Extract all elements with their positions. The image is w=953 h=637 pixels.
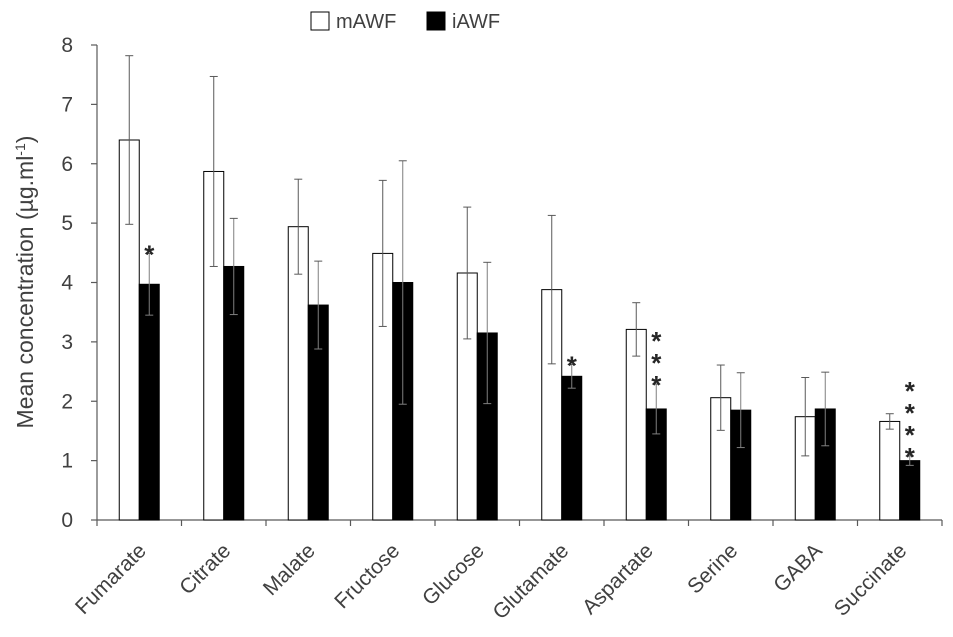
bar-iAWF	[138, 283, 160, 521]
y-tick-label: 3	[61, 331, 73, 354]
significance-star: *	[905, 376, 916, 406]
bars	[118, 139, 921, 521]
legend: mAWF iAWF	[310, 11, 500, 33]
legend-swatch-iAWF	[426, 11, 446, 31]
legend-label-iAWF: iAWF	[452, 11, 500, 33]
y-tick-label: 2	[61, 390, 73, 413]
x-tick-label: Malate	[259, 539, 320, 600]
error-bars	[125, 55, 914, 466]
x-tick-label: Serine	[683, 539, 742, 598]
significance-star: *	[651, 370, 662, 400]
significance-star: *	[905, 398, 916, 428]
y-tick-label: 4	[61, 272, 73, 295]
y-tick-label: 6	[61, 153, 73, 176]
y-tick-label: 8	[61, 34, 73, 57]
y-tick-label: 7	[61, 93, 73, 116]
significance-star: *	[905, 420, 916, 450]
x-tick-label: Aspartate	[578, 539, 658, 619]
legend-label-mAWF: mAWF	[336, 11, 396, 33]
x-tick-label: Succinate	[830, 539, 911, 620]
significance-star: *	[905, 442, 916, 472]
x-tick-label: Glutamate	[489, 539, 574, 624]
significance-star: *	[144, 239, 155, 269]
y-tick-label: 1	[61, 450, 73, 473]
bar-mAWF	[625, 328, 647, 521]
y-tick-label: 5	[61, 212, 73, 235]
x-tick-label: Citrate	[175, 539, 235, 599]
x-tick-label: Fructose	[330, 539, 404, 613]
x-tick-label: GABA	[769, 539, 827, 597]
y-tick-label: 0	[61, 509, 73, 532]
y-axis-label-suffix: )	[12, 136, 38, 144]
x-axis: Fumarate Citrate Malate Fructose Glucose Glut…	[71, 519, 943, 624]
significance-annotations: ***** ****	[144, 239, 916, 471]
x-tick-label: Glucose	[418, 539, 489, 610]
x-tick-label: Fumarate	[71, 539, 151, 619]
significance-star: *	[651, 326, 662, 356]
y-axis-label-superscript: -1	[12, 143, 28, 156]
y-axis-label-main: Mean concentration (µg.ml	[12, 156, 38, 429]
significance-star: *	[567, 350, 578, 380]
y-axis: 0 1 2 3 4 5 6 7 8	[61, 34, 98, 532]
legend-swatch-mAWF	[310, 11, 330, 31]
significance-star: *	[651, 348, 662, 378]
bar-iAWF	[561, 375, 583, 521]
bar-mAWF	[879, 420, 901, 521]
y-axis-label: Mean concentration (µg.ml-1)	[12, 136, 38, 429]
